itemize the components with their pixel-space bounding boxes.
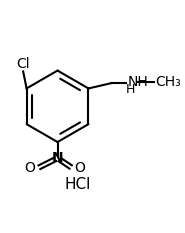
Text: NH: NH [128, 75, 148, 89]
Text: Cl: Cl [16, 57, 30, 71]
Text: N: N [52, 151, 63, 165]
Text: HCl: HCl [65, 177, 91, 192]
Text: CH₃: CH₃ [155, 75, 181, 89]
Text: O: O [75, 161, 85, 175]
Text: H: H [125, 83, 135, 96]
Text: O: O [25, 161, 35, 175]
